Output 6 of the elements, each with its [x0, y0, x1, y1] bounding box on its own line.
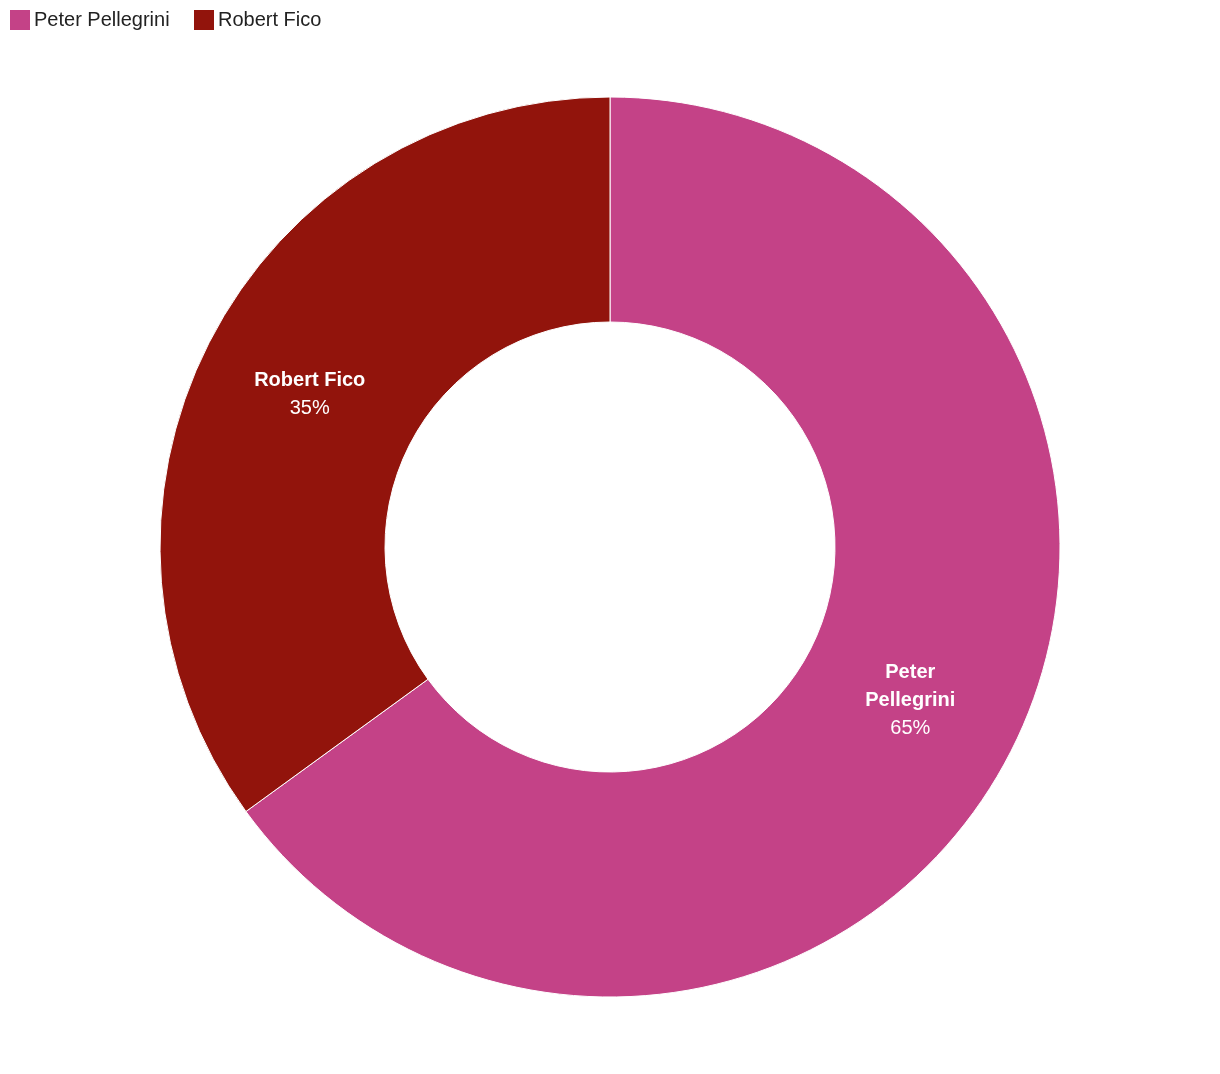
data-label: 65%: [890, 715, 931, 738]
legend-label: Robert Fico: [218, 8, 322, 30]
slice-label: Robert Fico: [254, 368, 366, 391]
legend-label: Peter Pellegrini: [34, 8, 170, 30]
slice-label: Peter Pellegrini: [865, 659, 956, 710]
data-label: 35%: [289, 396, 330, 419]
